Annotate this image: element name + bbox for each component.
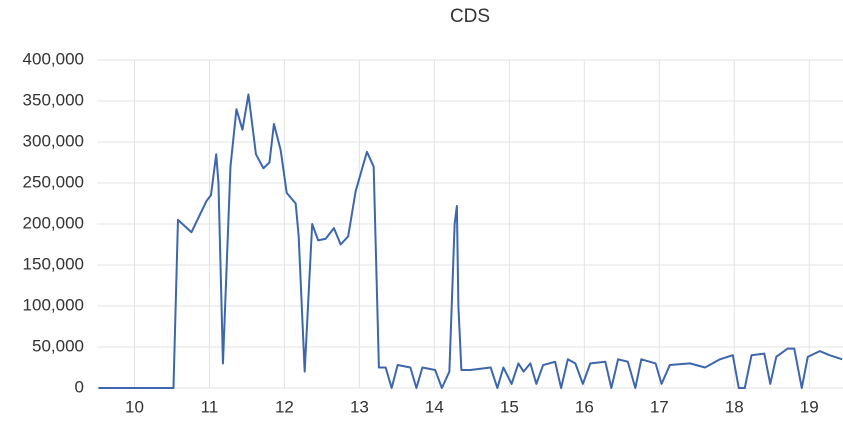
x-tick-label: 16 xyxy=(575,397,594,416)
y-tick-label: 200,000 xyxy=(23,213,84,232)
x-tick-label: 17 xyxy=(650,397,669,416)
x-tick-label: 12 xyxy=(275,397,294,416)
y-tick-label: 300,000 xyxy=(23,131,84,150)
x-tick-label: 13 xyxy=(350,397,369,416)
y-tick-label: 350,000 xyxy=(23,90,84,109)
y-tick-label: 100,000 xyxy=(23,295,84,314)
x-tick-label: 19 xyxy=(800,397,819,416)
x-tick-label: 15 xyxy=(500,397,519,416)
x-tick-label: 14 xyxy=(425,397,444,416)
data-line xyxy=(98,93,843,389)
y-tick-label: 0 xyxy=(75,377,84,396)
y-tick-label: 150,000 xyxy=(23,254,84,273)
x-tick-label: 18 xyxy=(725,397,744,416)
y-tick-label: 250,000 xyxy=(23,172,84,191)
chart-title: CDS xyxy=(450,6,490,27)
x-tick-label: 10 xyxy=(125,397,144,416)
y-tick-label: 50,000 xyxy=(32,336,84,355)
y-tick-label: 400,000 xyxy=(23,49,84,68)
x-tick-label: 11 xyxy=(201,397,219,416)
